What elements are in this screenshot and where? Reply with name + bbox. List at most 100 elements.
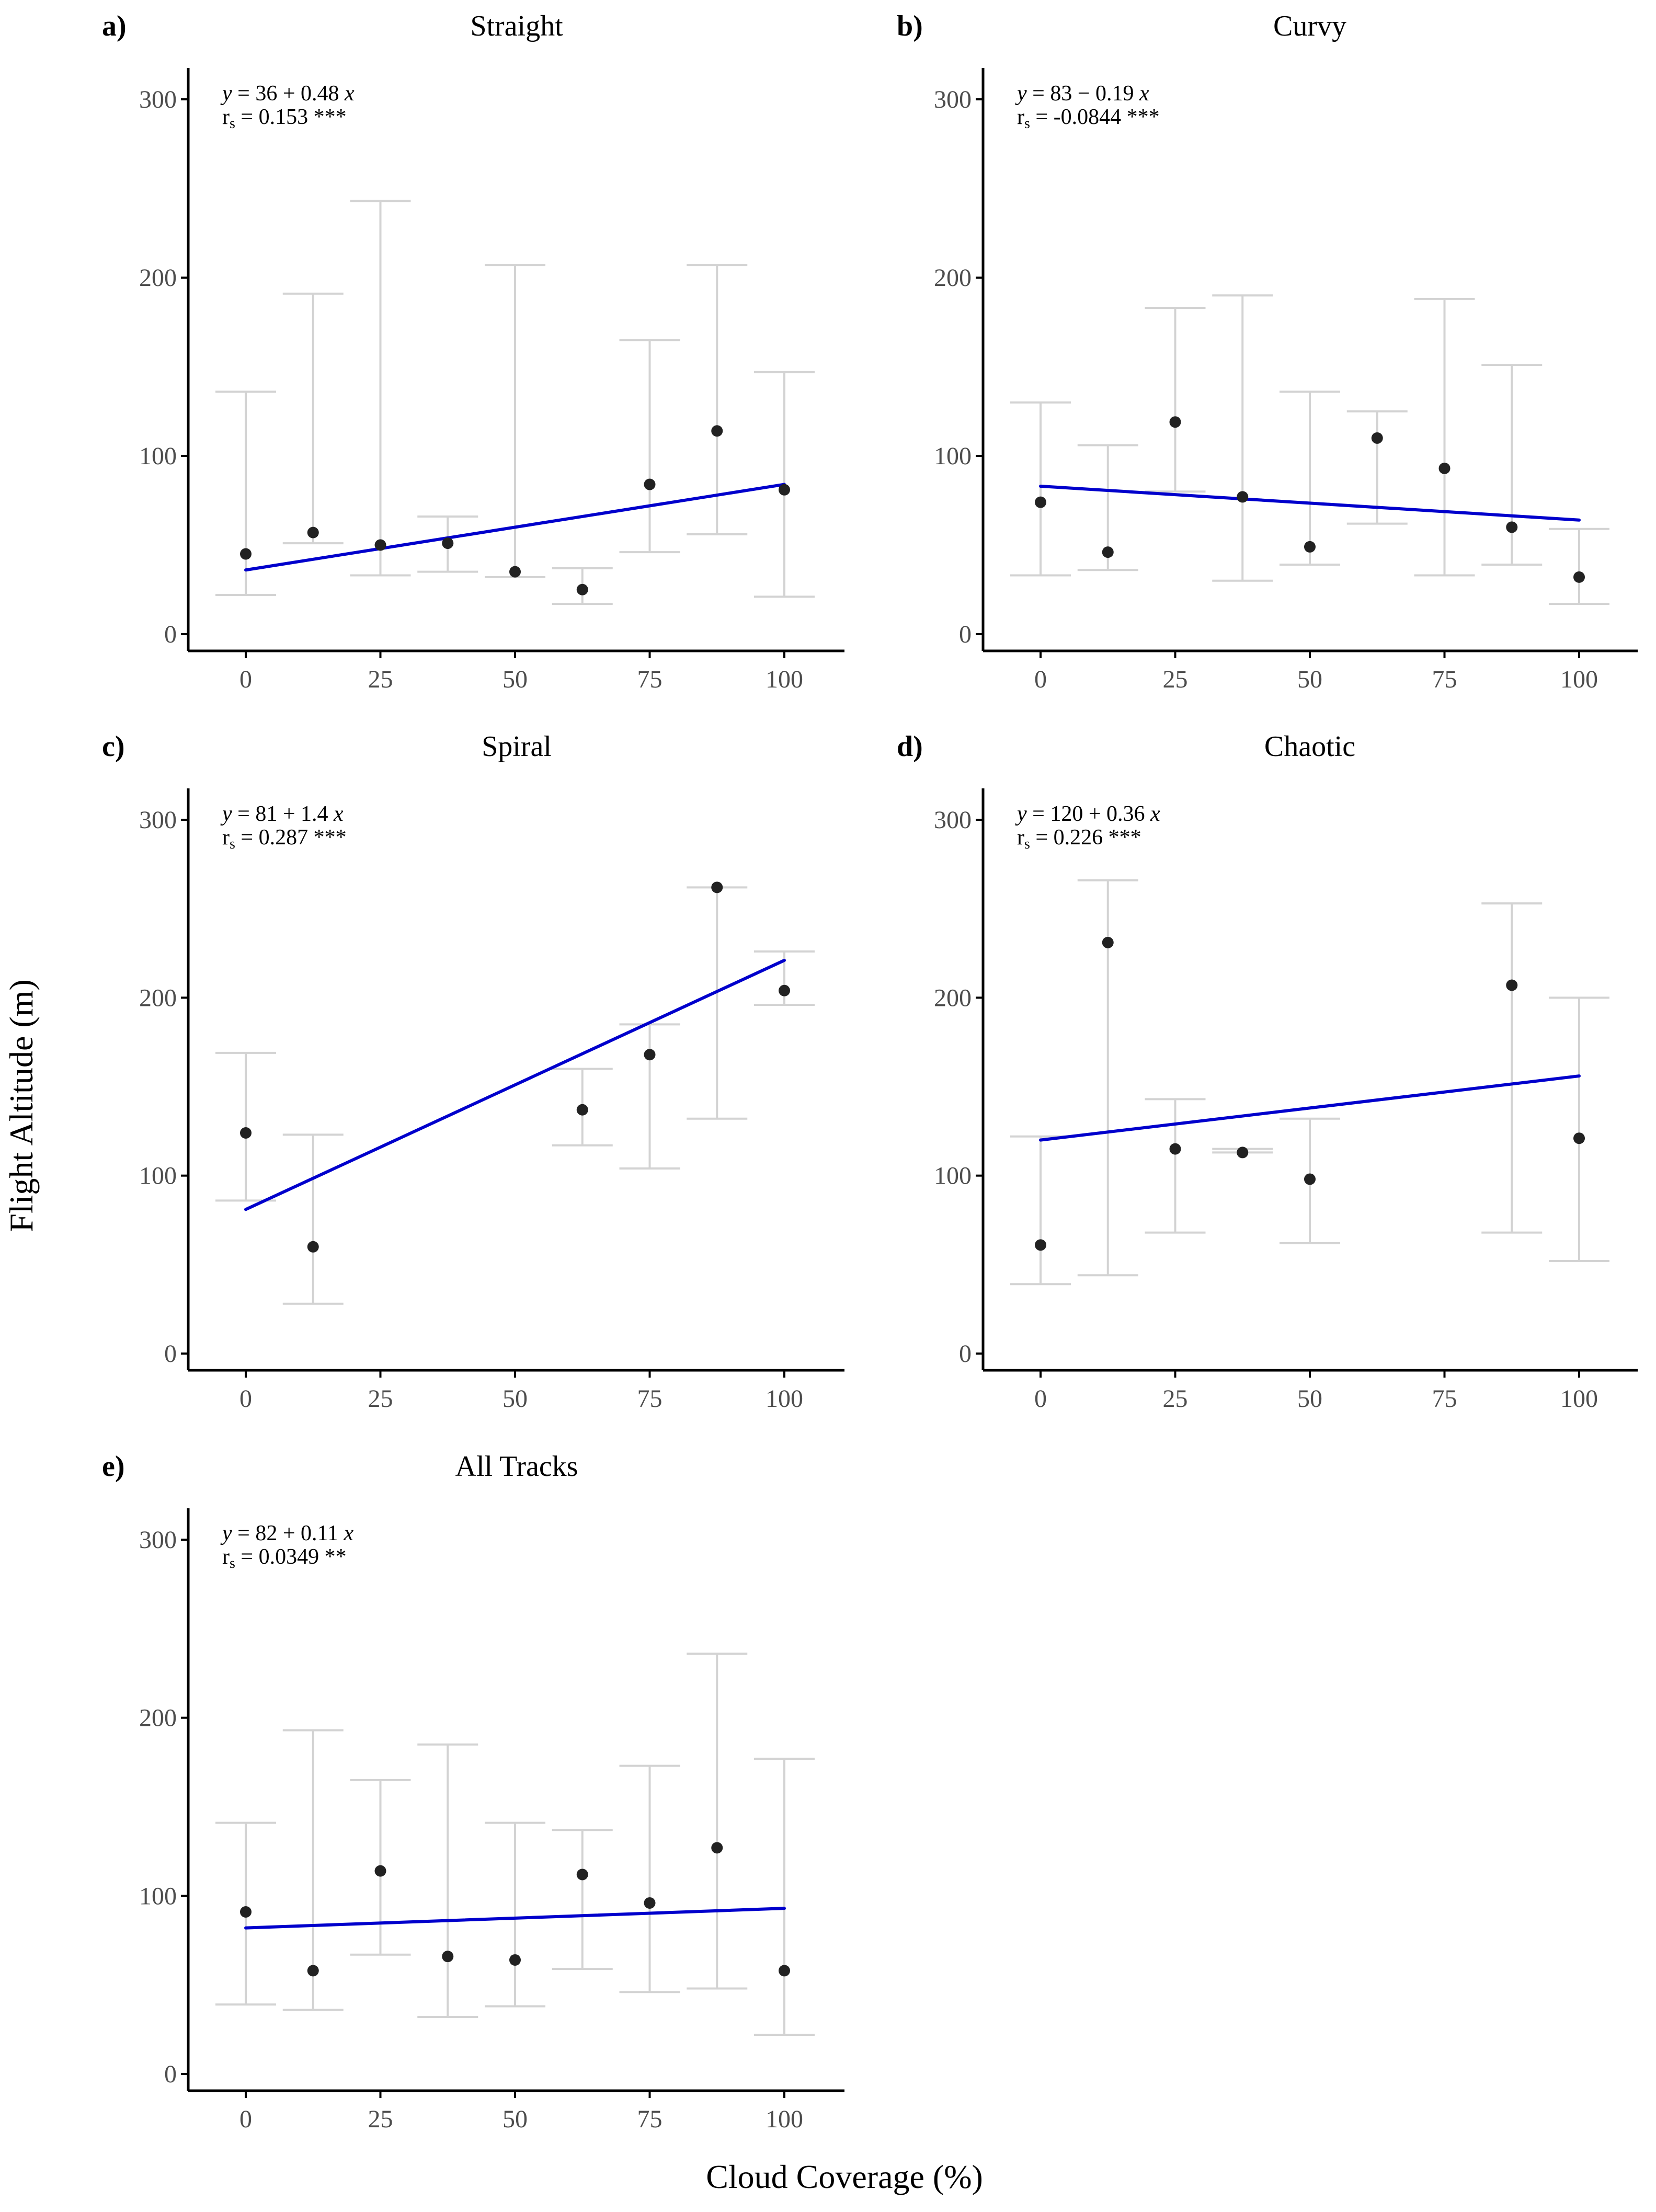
correlation-statistic: rs = 0.287 *** bbox=[222, 826, 347, 852]
data-point bbox=[711, 881, 723, 893]
data-point bbox=[1035, 1239, 1046, 1251]
x-tick-label: 100 bbox=[766, 666, 803, 693]
panel-curvy: b) Curvy y = 83 − 0.19 x rs = -0.0844 **… bbox=[897, 10, 1638, 693]
x-tick-label: 25 bbox=[368, 1385, 393, 1413]
regression-equation: y = 120 + 0.36 x bbox=[1015, 802, 1160, 826]
data-point bbox=[509, 1954, 521, 1966]
panel-title: Curvy bbox=[1273, 10, 1346, 42]
data-point bbox=[1506, 979, 1518, 991]
panel-chaotic: d) Chaotic y = 120 + 0.36 x rs = 0.226 *… bbox=[897, 730, 1638, 1413]
error-bar bbox=[619, 1764, 680, 1993]
y-tick-label: 200 bbox=[139, 984, 177, 1012]
data-point bbox=[442, 537, 454, 549]
regression-equation: y = 83 − 0.19 x bbox=[1015, 82, 1149, 106]
x-tick-label: 25 bbox=[368, 666, 393, 693]
error-bar bbox=[282, 1133, 344, 1305]
x-tick-label: 0 bbox=[1034, 666, 1047, 693]
y-tick-label: 300 bbox=[934, 806, 972, 834]
error-bar bbox=[350, 200, 411, 577]
data-point bbox=[374, 1865, 386, 1877]
data-point bbox=[576, 583, 588, 595]
error-bar bbox=[619, 339, 680, 554]
error-bar bbox=[417, 1743, 478, 2018]
data-point bbox=[509, 566, 521, 578]
error-bar bbox=[1549, 528, 1609, 605]
correlation-statistic: rs = 0.153 *** bbox=[222, 105, 347, 132]
error-bar bbox=[687, 264, 748, 536]
error-bar bbox=[754, 1758, 815, 2036]
data-point bbox=[1102, 546, 1114, 558]
error-bar bbox=[282, 292, 344, 545]
x-tick-label: 50 bbox=[502, 1385, 528, 1413]
data-point bbox=[307, 526, 319, 538]
data-point bbox=[442, 1951, 454, 1963]
y-tick-label: 100 bbox=[934, 442, 972, 470]
regression-line bbox=[244, 958, 786, 1211]
x-tick-label: 0 bbox=[239, 1385, 252, 1413]
x-tick-label: 50 bbox=[502, 666, 528, 693]
data-point bbox=[1102, 936, 1114, 948]
data-point bbox=[307, 1965, 319, 1977]
data-point bbox=[1237, 1147, 1249, 1159]
regression-line bbox=[1039, 1074, 1581, 1142]
panel-title: All Tracks bbox=[455, 1450, 578, 1483]
error-bar bbox=[1414, 297, 1475, 577]
y-axis-title: Flight Altitude (m) bbox=[3, 979, 40, 1232]
y-tick-label: 0 bbox=[959, 1340, 972, 1368]
data-point bbox=[644, 1897, 656, 1909]
x-tick-label: 50 bbox=[1297, 666, 1322, 693]
y-tick-label: 100 bbox=[139, 1882, 177, 1910]
error-bar bbox=[619, 1023, 680, 1170]
panel-label: d) bbox=[897, 730, 923, 763]
data-point bbox=[1035, 496, 1046, 508]
x-tick-label: 0 bbox=[239, 666, 252, 693]
regression-line bbox=[244, 483, 786, 572]
x-tick-label: 50 bbox=[502, 2105, 528, 2133]
y-tick-label: 200 bbox=[139, 1704, 177, 1732]
error-bar bbox=[1145, 306, 1206, 493]
y-tick-label: 200 bbox=[934, 264, 972, 292]
data-point bbox=[240, 1127, 252, 1139]
x-tick-label: 0 bbox=[1034, 1385, 1047, 1413]
data-point bbox=[1371, 432, 1383, 444]
y-tick-label: 300 bbox=[934, 86, 972, 113]
data-point bbox=[576, 1869, 588, 1881]
y-tick-label: 0 bbox=[164, 2060, 177, 2088]
y-tick-label: 300 bbox=[139, 86, 177, 113]
x-tick-label: 75 bbox=[1432, 666, 1457, 693]
error-bar bbox=[1280, 391, 1340, 566]
error-bar bbox=[215, 391, 276, 596]
data-point bbox=[1304, 541, 1316, 553]
data-point bbox=[1237, 491, 1249, 503]
x-tick-label: 100 bbox=[766, 1385, 803, 1413]
panel-title: Chaotic bbox=[1264, 730, 1355, 763]
correlation-statistic: rs = 0.0349 ** bbox=[222, 1545, 347, 1572]
x-axis-title: Cloud Coverage (%) bbox=[706, 2158, 983, 2195]
data-point bbox=[1573, 1132, 1585, 1144]
data-point bbox=[576, 1104, 588, 1116]
data-point bbox=[711, 425, 723, 437]
data-point bbox=[644, 478, 656, 490]
panel-spiral: c) Spiral y = 81 + 1.4 x rs = 0.287 *** … bbox=[102, 730, 844, 1413]
error-bar bbox=[687, 1653, 748, 1990]
panel-label: a) bbox=[102, 10, 127, 42]
data-point bbox=[779, 984, 790, 996]
correlation-statistic: rs = -0.0844 *** bbox=[1017, 105, 1160, 132]
data-point bbox=[240, 548, 252, 560]
error-bar bbox=[1481, 902, 1543, 1234]
y-tick-label: 300 bbox=[139, 806, 177, 834]
panel-title: Straight bbox=[470, 10, 563, 42]
y-tick-label: 300 bbox=[139, 1526, 177, 1554]
error-bar bbox=[1549, 996, 1609, 1263]
y-tick-label: 200 bbox=[139, 264, 177, 292]
data-point bbox=[779, 1965, 790, 1977]
data-point bbox=[1169, 1143, 1181, 1155]
data-point bbox=[711, 1842, 723, 1854]
regression-equation: y = 82 + 0.11 x bbox=[220, 1521, 353, 1545]
regression-line bbox=[244, 1907, 786, 1930]
panel-label: c) bbox=[102, 730, 125, 763]
data-point bbox=[374, 539, 386, 551]
panel-label: e) bbox=[102, 1450, 125, 1483]
panel-label: b) bbox=[897, 10, 923, 42]
